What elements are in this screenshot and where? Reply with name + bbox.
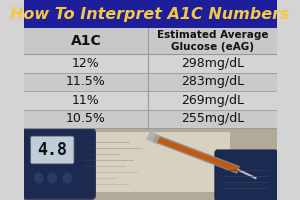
Circle shape (34, 173, 43, 183)
Text: 11.5%: 11.5% (66, 75, 106, 88)
Bar (23, 54, 277, 72)
Text: 12%: 12% (72, 57, 100, 70)
Bar (23, 28, 277, 54)
Circle shape (48, 173, 56, 183)
Bar (23, 91, 277, 110)
Bar (23, 110, 277, 128)
Bar (23, 28, 277, 128)
FancyBboxPatch shape (23, 129, 95, 199)
Circle shape (63, 173, 72, 183)
Text: Estimated Average
Glucose (eAG): Estimated Average Glucose (eAG) (157, 30, 268, 52)
Text: A1C: A1C (70, 34, 101, 48)
Bar (23, 0, 277, 28)
Text: 269mg/dL: 269mg/dL (181, 94, 244, 107)
Bar (23, 72, 277, 91)
Text: 255mg/dL: 255mg/dL (181, 112, 244, 125)
Text: 283mg/dL: 283mg/dL (181, 75, 244, 88)
FancyBboxPatch shape (30, 136, 74, 164)
Text: 11%: 11% (72, 94, 100, 107)
Text: How To Interpret A1C Numbers: How To Interpret A1C Numbers (10, 6, 290, 21)
Text: 10.5%: 10.5% (66, 112, 106, 125)
Text: 298mg/dL: 298mg/dL (181, 57, 244, 70)
Bar (23, 128, 277, 200)
Text: 4.8: 4.8 (37, 141, 67, 159)
FancyBboxPatch shape (215, 150, 277, 200)
Bar (70, 132, 230, 192)
